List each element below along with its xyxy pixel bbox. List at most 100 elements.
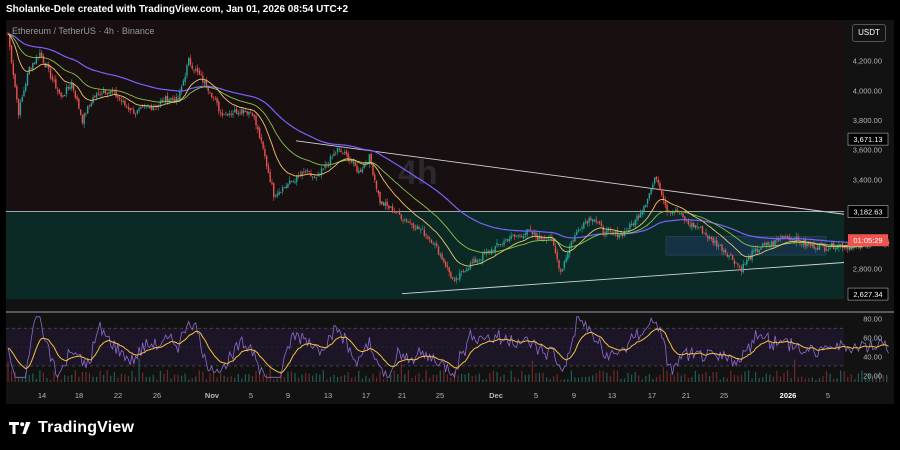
volume-bar	[613, 370, 615, 382]
candle-body	[409, 221, 411, 223]
chart-area[interactable]: 4h4,400.004,200.004,000.003,800.003,600.…	[6, 20, 894, 404]
candle-body	[606, 230, 608, 235]
candle-body	[87, 106, 89, 114]
candle-body	[526, 229, 528, 235]
candle-body	[271, 182, 273, 185]
volume-bar	[375, 377, 378, 382]
candle-body	[467, 268, 470, 270]
candle-body	[336, 147, 339, 153]
candle-body	[306, 170, 309, 172]
candle-body	[659, 183, 661, 191]
volume-bar	[290, 371, 293, 382]
support-trendline	[401, 262, 845, 295]
candle-body	[377, 190, 379, 194]
candle-body	[14, 74, 16, 87]
candle-body	[528, 229, 530, 231]
candle-body	[241, 108, 243, 114]
volume-bar	[542, 372, 544, 382]
candle-body	[460, 271, 463, 273]
candle-body	[634, 219, 636, 226]
volume-bar	[39, 370, 41, 382]
currency-button[interactable]: USDT	[852, 24, 886, 42]
volume-bar	[216, 377, 218, 382]
volume-bar	[691, 377, 693, 382]
volume-bar	[276, 378, 278, 382]
volume-bar	[7, 361, 9, 382]
candle-body	[632, 223, 635, 226]
candle-body	[813, 242, 815, 249]
time-tick-label: Nov	[205, 391, 220, 400]
candle-body	[267, 165, 270, 173]
volume-bar	[287, 371, 289, 382]
volume-bar	[258, 372, 261, 382]
volume-bar	[634, 371, 636, 382]
volume-bar	[521, 370, 523, 382]
candle-body	[505, 239, 507, 241]
volume-bar	[832, 378, 835, 382]
time-tick-label: 26	[153, 391, 161, 400]
volume-bar	[804, 378, 806, 382]
candle-body	[607, 229, 610, 231]
candle-body	[641, 210, 643, 215]
candle-body	[115, 90, 117, 97]
volume-bar	[723, 377, 725, 382]
volume-bar	[599, 370, 601, 382]
volume-bar	[131, 370, 133, 382]
candle-body	[666, 204, 668, 212]
volume-bar	[351, 378, 353, 382]
volume-bar	[145, 377, 147, 382]
candle-body	[657, 179, 659, 183]
candle-body	[212, 96, 215, 98]
volume-bar	[648, 374, 650, 382]
volume-bar	[698, 374, 700, 382]
candle-body	[145, 106, 147, 108]
volume-bar	[751, 378, 753, 382]
volume-bar	[127, 376, 130, 382]
candle-body	[136, 110, 139, 114]
candle-body	[71, 82, 73, 89]
volume-bar	[514, 377, 516, 382]
candle-body	[480, 259, 482, 261]
volume-bar	[503, 374, 505, 382]
volume-bar	[485, 378, 487, 382]
candle-body	[200, 74, 202, 76]
candle-body	[664, 200, 666, 205]
candle-body	[342, 152, 344, 154]
candle-body	[733, 260, 736, 264]
candle-body	[744, 263, 746, 265]
volume-bar	[818, 378, 821, 382]
candle-body	[591, 219, 594, 222]
volume-bar	[386, 378, 388, 382]
candle-body	[140, 107, 142, 109]
candle-body	[737, 263, 739, 265]
volume-bar	[623, 378, 626, 382]
candle-body	[801, 244, 803, 246]
candle-body	[487, 250, 489, 253]
candle-body	[69, 87, 71, 90]
candle-body	[388, 205, 390, 209]
volume-bar	[843, 371, 845, 382]
candle-body	[586, 221, 589, 224]
candle-body	[714, 240, 716, 243]
candle-body	[358, 170, 360, 174]
candle-body	[639, 212, 642, 218]
candle-body	[149, 106, 151, 108]
candle-body	[843, 247, 845, 248]
candle-body	[521, 236, 523, 238]
candle-body	[724, 249, 727, 253]
candle-body	[402, 219, 404, 221]
attribution-text: Sholanke-Dele created with TradingView.c…	[6, 4, 349, 15]
candle-body	[738, 265, 741, 267]
volume-bar	[340, 376, 342, 382]
candle-body	[466, 269, 468, 272]
candle-body	[561, 268, 564, 271]
volume-bar	[705, 371, 707, 382]
volume-bar	[694, 370, 697, 382]
candle-body	[65, 87, 68, 95]
candle-body	[276, 193, 278, 197]
price-chart-svg[interactable]: 4h4,400.004,200.004,000.003,800.003,600.…	[6, 20, 894, 404]
volume-bar	[595, 373, 597, 382]
volume-bar	[854, 379, 856, 382]
candle-body	[785, 236, 787, 238]
candle-body	[517, 235, 519, 237]
